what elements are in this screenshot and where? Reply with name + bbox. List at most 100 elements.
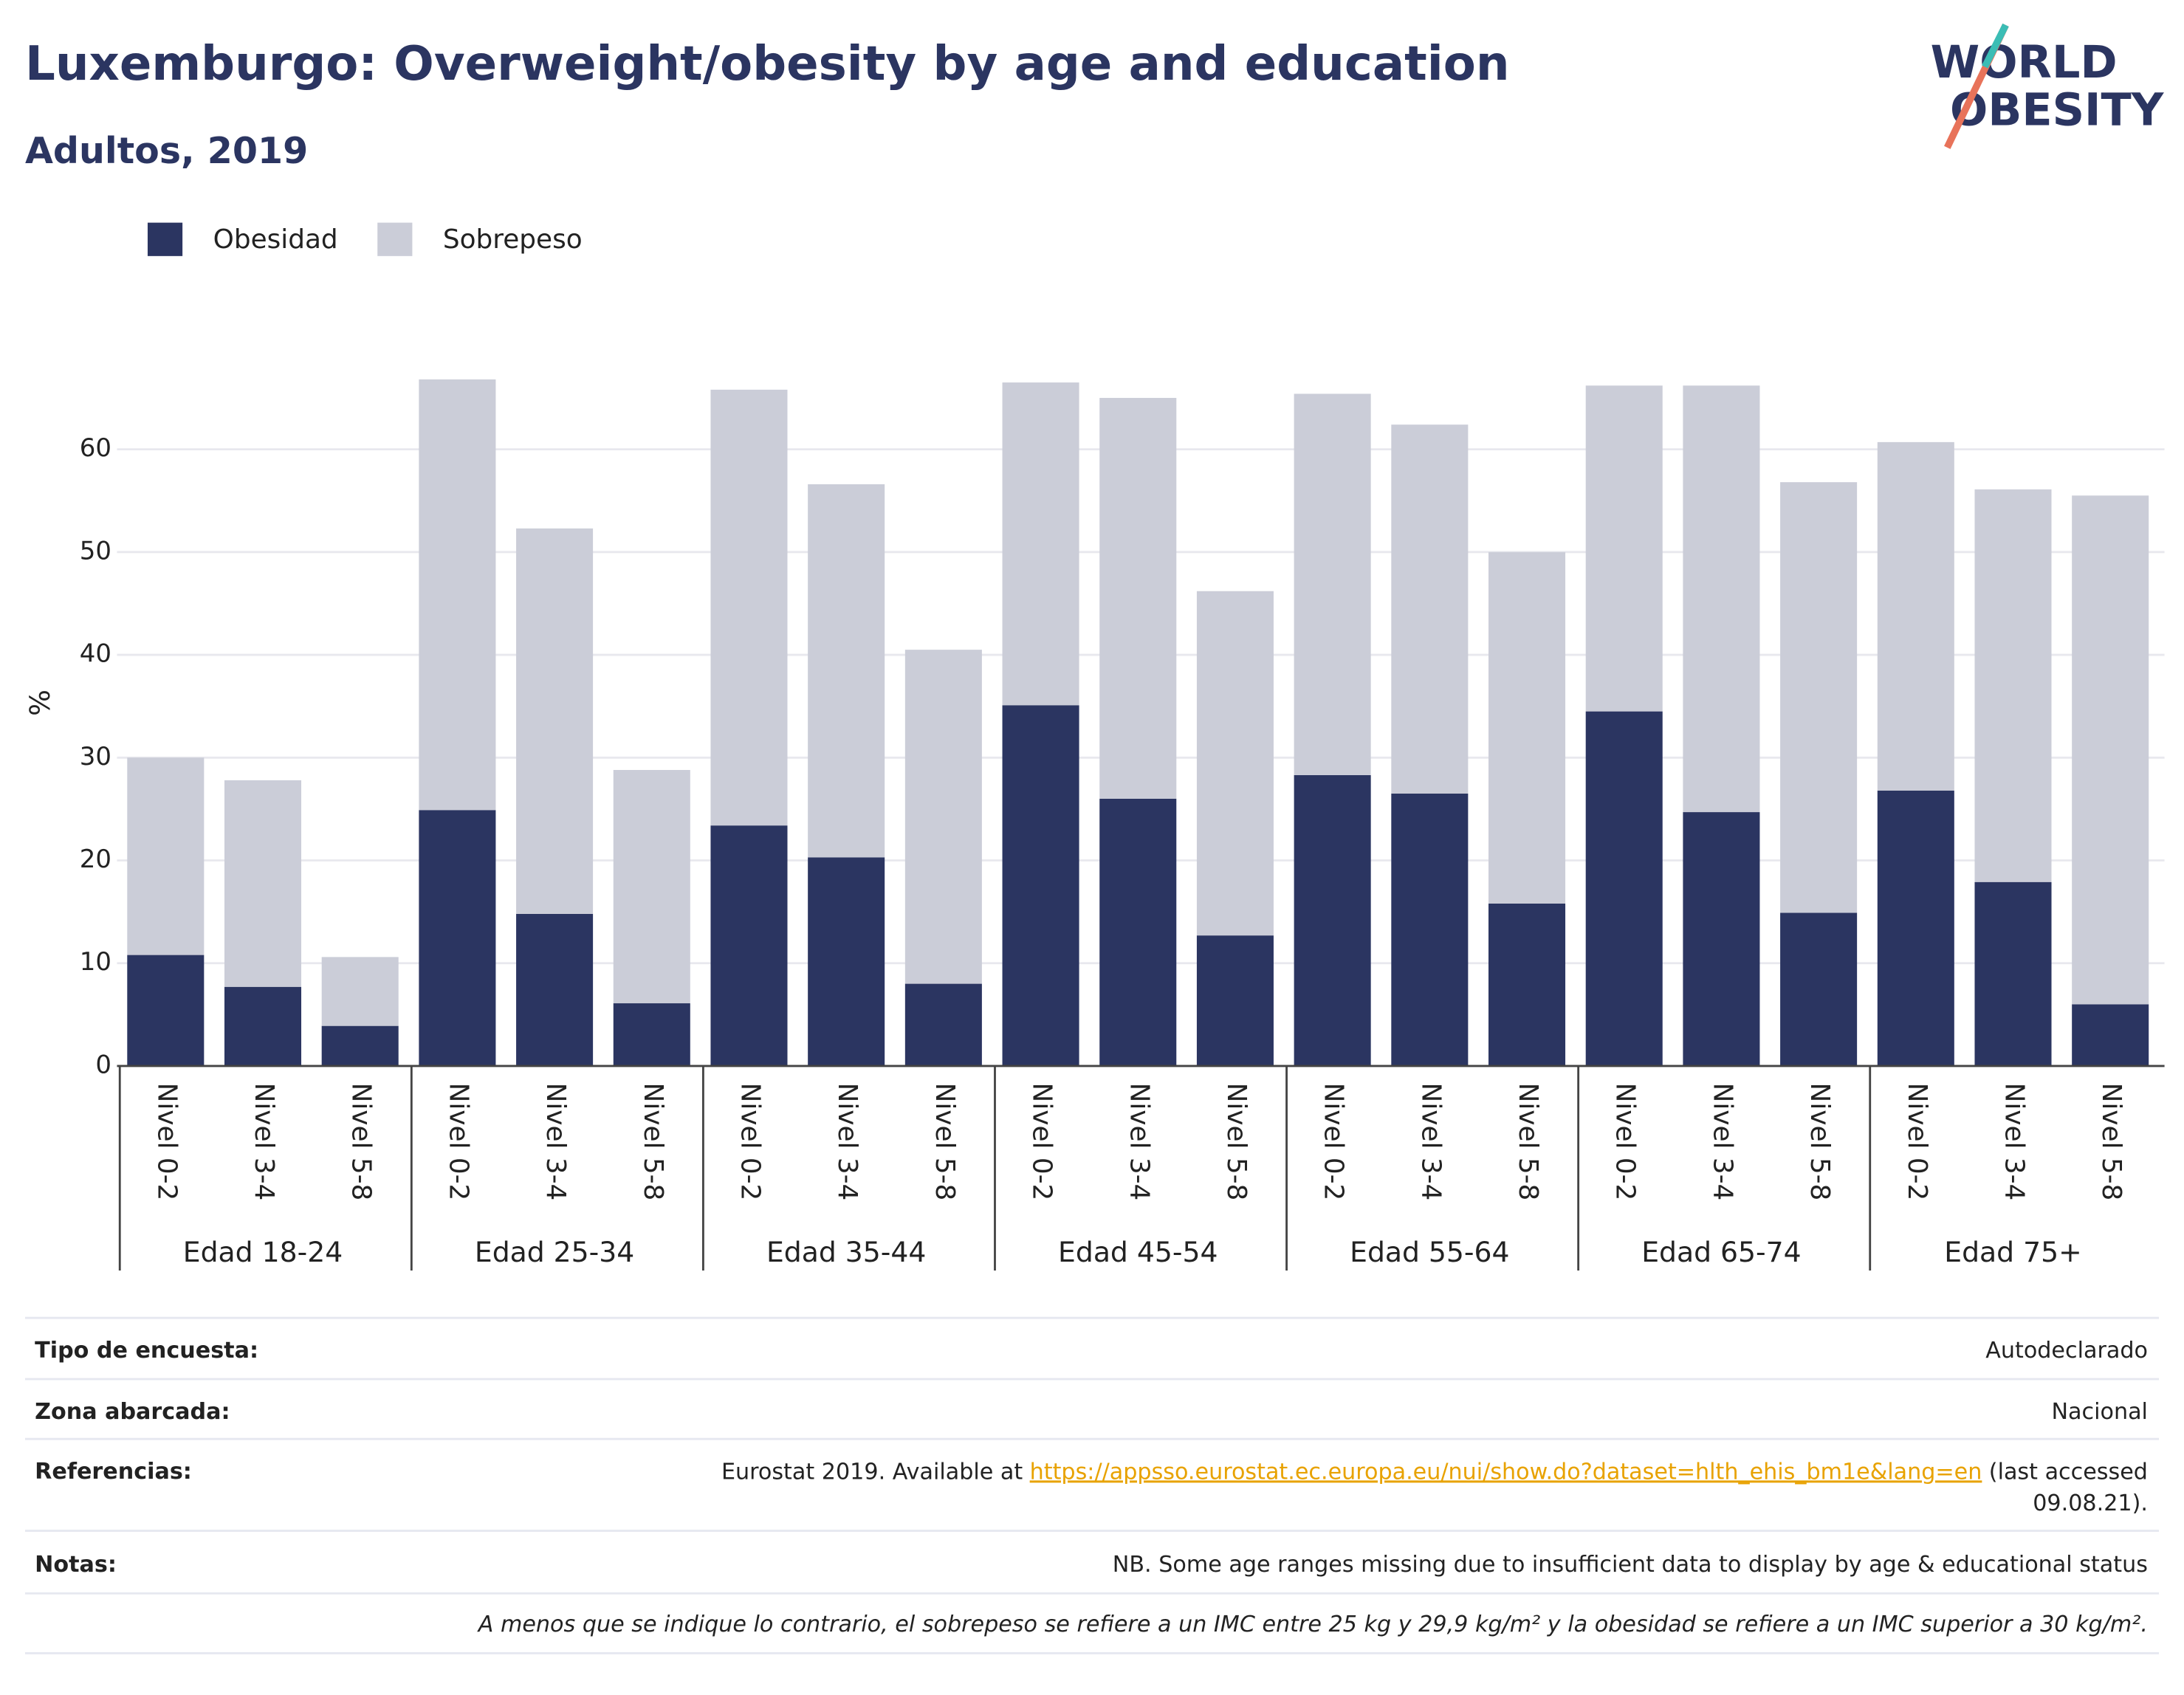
references-text: 09.08.21).: [2033, 1491, 2148, 1516]
x-tick-label: Nivel 3-4: [1999, 1083, 2029, 1201]
bar-segment: [1780, 912, 1858, 1066]
x-tick-label: Nivel 0-2: [1027, 1083, 1057, 1201]
x-tick-label: Nivel 5-8: [638, 1083, 668, 1201]
legend-swatch: [377, 222, 413, 256]
bar-segment: [710, 825, 788, 1066]
bar-segment: [2072, 495, 2149, 1005]
bar-segment: [2072, 1004, 2149, 1066]
y-axis-label: %: [24, 690, 56, 716]
references: Eurostat 2019. Available at https://appss…: [721, 1459, 2148, 1485]
logo-text: OBESITY: [1950, 84, 2165, 136]
logo-slash: [1982, 23, 2009, 69]
y-tick-label: 20: [80, 845, 111, 874]
x-tick-label: Nivel 0-2: [1319, 1083, 1349, 1201]
group-label: Edad 35-44: [766, 1236, 926, 1268]
group-label: Edad 25-34: [475, 1236, 634, 1268]
x-tick-label: Nivel 3-4: [249, 1083, 279, 1201]
bar-segment: [1294, 774, 1371, 1066]
x-tick-label: Nivel 3-4: [1124, 1083, 1154, 1201]
bar-segment: [1683, 812, 1760, 1066]
bar-segment: [419, 810, 496, 1066]
x-tick-label: Nivel 0-2: [443, 1083, 473, 1201]
y-tick-label: 40: [80, 639, 111, 669]
group-label: Edad 55-64: [1350, 1236, 1509, 1268]
y-tick-label: 60: [80, 433, 111, 463]
bar-segment: [1002, 382, 1079, 706]
footer-value: Nacional: [2051, 1399, 2147, 1425]
bar-segment: [1196, 591, 1274, 936]
bar-segment: [1877, 790, 1954, 1066]
y-tick-label: 30: [80, 742, 111, 771]
legend-label: Sobrepeso: [443, 224, 583, 255]
x-tick-label: Nivel 5-8: [930, 1083, 960, 1201]
x-tick-label: Nivel 0-2: [735, 1083, 765, 1201]
x-tick-label: Nivel 5-8: [2096, 1083, 2126, 1201]
bar-segment: [516, 913, 594, 1066]
bar-segment: [613, 1003, 690, 1066]
x-tick-label: Nivel 5-8: [1804, 1083, 1835, 1201]
footer-label: Tipo de encuesta:: [35, 1338, 258, 1364]
bar-segment: [1294, 393, 1371, 775]
footer: Referencias: Eurostat 2019. Available at…: [35, 1459, 2148, 1637]
footer-label: Zona abarcada:: [35, 1399, 230, 1425]
chart-subtitle: Adultos, 2019: [25, 129, 308, 172]
bar-segment: [1585, 385, 1663, 712]
footer-label: Notas:: [35, 1552, 117, 1578]
bar-segment: [1196, 935, 1274, 1066]
bar-segment: [1099, 798, 1177, 1066]
y-tick-label: 0: [95, 1050, 111, 1079]
bar-segment: [321, 957, 399, 1026]
x-tick-label: Nivel 3-4: [832, 1083, 862, 1201]
bar-segment: [1391, 424, 1469, 794]
references-text: Eurostat 2019. Available at: [721, 1459, 1023, 1485]
y-tick-label: 10: [80, 947, 111, 977]
bar-segment: [1585, 711, 1663, 1066]
bar-segment: [613, 769, 690, 1004]
x-tick-label: Nivel 5-8: [1513, 1083, 1543, 1201]
bar-segment: [516, 528, 594, 914]
bar-segment: [1488, 903, 1566, 1066]
x-tick-label: Nivel 3-4: [1415, 1083, 1446, 1201]
references-link[interactable]: https://appsso.eurostat.ec.europa.eu/nui…: [1030, 1459, 1982, 1485]
bar-segment: [1974, 489, 2052, 882]
x-tick-label: Nivel 5-8: [1221, 1083, 1251, 1201]
legend-label: Obesidad: [213, 224, 338, 255]
x-tick-label: Nivel 5-8: [346, 1083, 377, 1201]
footer-value: Autodeclarado: [1985, 1338, 2148, 1364]
bar-segment: [1877, 441, 1954, 791]
x-tick-label: Nivel 0-2: [151, 1083, 182, 1201]
chart-title: Luxemburgo: Overweight/obesity by age an…: [25, 36, 1510, 92]
bar-segment: [1974, 881, 2052, 1066]
bar-segment: [710, 389, 788, 826]
x-tick-label: Nivel 3-4: [1707, 1083, 1737, 1201]
references-text: (last accessed: [1989, 1459, 2148, 1485]
group-label: Edad 45-54: [1058, 1236, 1218, 1268]
footer-value: NB. Some age ranges missing due to insuf…: [1113, 1552, 2148, 1578]
group-label: Edad 75+: [1944, 1236, 2081, 1268]
bar-segment: [1488, 551, 1566, 904]
group-label: Edad 65-74: [1641, 1236, 1801, 1268]
footnote: A menos que se indique lo contrario, el …: [477, 1612, 2148, 1637]
legend-swatch: [147, 222, 183, 256]
footer-label: Referencias:: [35, 1459, 192, 1485]
bar-segment: [127, 955, 205, 1066]
y-tick-label: 50: [80, 536, 111, 565]
bar-segment: [1099, 397, 1177, 799]
bar-segment: [224, 986, 302, 1066]
bar-segment: [1780, 482, 1858, 913]
bar-segment: [1683, 385, 1760, 813]
x-tick-label: Nivel 3-4: [540, 1083, 571, 1201]
bar-segment: [127, 757, 205, 955]
bar-segment: [1391, 794, 1469, 1066]
bar-segment: [1002, 705, 1079, 1066]
bar-segment: [419, 379, 496, 811]
bar-segment: [904, 650, 982, 984]
group-label: Edad 18-24: [183, 1236, 343, 1268]
bar-segment: [321, 1025, 399, 1066]
logo-text: WORLD: [1931, 37, 2118, 89]
bar-segment: [904, 983, 982, 1066]
x-tick-label: Nivel 0-2: [1610, 1083, 1641, 1201]
bar-segment: [808, 484, 885, 858]
bar-segment: [224, 780, 302, 987]
